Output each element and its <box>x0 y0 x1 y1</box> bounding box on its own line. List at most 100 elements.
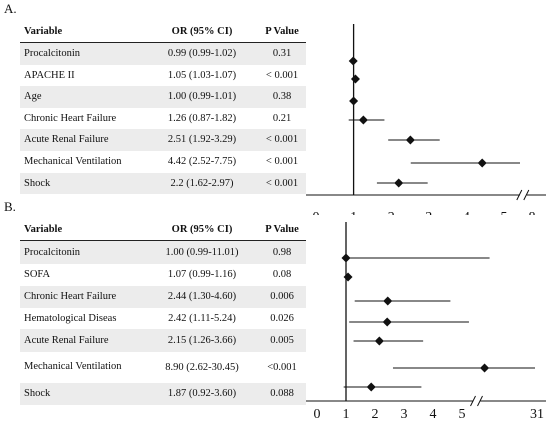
row-or-ci: 2.15 (1.26-3.66) <box>146 328 258 352</box>
table-row: Mechanical Ventilation 4.42 (2.52-7.75) < … <box>20 150 306 173</box>
row-p-value: 0.98 <box>258 240 306 264</box>
axis-break-mark <box>477 395 483 407</box>
row-or-ci: 1.05 (1.03-1.07) <box>146 64 258 86</box>
header-or-ci: OR (95% CI) <box>146 20 258 43</box>
row-variable: Procalcitonin <box>20 240 146 264</box>
panel-a-letter: A. <box>4 1 17 16</box>
table-row: Acute Renal Failure 2.15 (1.26-3.66) 0.005 <box>20 328 306 352</box>
table-header-row: Variable OR (95% CI) P Value <box>20 218 306 241</box>
or-point <box>341 253 351 263</box>
x-tick-label: 4 <box>430 407 437 422</box>
table-row: Procalcitonin 1.00 (0.99-11.01) 0.98 <box>20 240 306 264</box>
row-variable: Hematological Diseas <box>20 307 146 329</box>
row-or-ci: 2.42 (1.11-5.24) <box>146 307 258 329</box>
row-variable: APACHE II <box>20 64 146 86</box>
or-point <box>383 296 393 306</box>
or-point <box>349 96 359 106</box>
row-p-value: <0.001 <box>258 351 306 383</box>
x-tick-label: 3 <box>401 407 408 422</box>
or-point <box>343 272 353 282</box>
table-row: Chronic Heart Failure 1.26 (0.87-1.82) 0.2… <box>20 107 306 129</box>
x-tick-label: 0 <box>313 210 320 215</box>
row-p-value: 0.08 <box>258 263 306 286</box>
x-tick-label: 5 <box>501 210 508 215</box>
axis-break-mark <box>470 395 476 407</box>
row-or-ci: 2.2 (1.62-2.97) <box>146 172 258 194</box>
panel-a-forest-plot: 0 1 2 3 4 5 8 <box>306 24 546 215</box>
row-p-value: 0.38 <box>258 85 306 108</box>
row-p-value: < 0.001 <box>258 64 306 86</box>
table-row: APACHE II 1.05 (1.03-1.07) < 0.001 <box>20 64 306 86</box>
x-tick-label: 8 <box>529 210 536 215</box>
header-p-value: P Value <box>258 20 306 43</box>
row-variable: Age <box>20 85 146 108</box>
row-or-ci: 1.00 (0.99-11.01) <box>146 240 258 264</box>
or-point <box>477 158 487 168</box>
row-p-value: 0.31 <box>258 42 306 65</box>
or-point <box>366 382 376 392</box>
row-p-value: 0.21 <box>258 107 306 129</box>
row-variable: Acute Renal Failure <box>20 328 146 352</box>
table-row: Shock 1.87 (0.92-3.60) 0.088 <box>20 382 306 405</box>
x-tick-label: 4 <box>463 210 470 215</box>
table-row: Mechanical Ventilation 8.90 (2.62-30.45) <… <box>20 351 306 383</box>
row-variable: Mechanical Ventilation <box>20 150 146 173</box>
table-row: Age 1.00 (0.99-1.01) 0.38 <box>20 85 306 108</box>
row-variable: Acute Renal Failure <box>20 128 146 151</box>
axis-break-mark <box>516 189 523 201</box>
or-point <box>480 363 490 373</box>
row-variable: Chronic Heart Failure <box>20 107 146 129</box>
x-tick-label: 1 <box>350 210 357 215</box>
axis-break-mark <box>523 189 530 201</box>
row-variable: Shock <box>20 172 146 194</box>
or-point <box>374 336 384 346</box>
table-row: Procalcitonin 0.99 (0.99-1.02) 0.31 <box>20 42 306 65</box>
x-tick-label: 0 <box>314 407 321 422</box>
x-tick-label: 2 <box>388 210 395 215</box>
table-row: Hematological Diseas 2.42 (1.11-5.24) 0.02… <box>20 307 306 329</box>
x-tick-label: 31 <box>530 407 544 422</box>
row-variable: Procalcitonin <box>20 42 146 65</box>
row-p-value: 0.006 <box>258 285 306 308</box>
row-variable: Mechanical Ventilation <box>20 351 146 383</box>
table-row: Shock 2.2 (1.62-2.97) < 0.001 <box>20 172 306 194</box>
row-or-ci: 1.00 (0.99-1.01) <box>146 85 258 108</box>
header-p-value: P Value <box>258 218 306 241</box>
row-variable: Chronic Heart Failure <box>20 285 146 308</box>
or-point <box>348 56 358 66</box>
header-or-ci: OR (95% CI) <box>146 218 258 241</box>
or-point <box>358 115 368 125</box>
row-p-value: 0.088 <box>258 382 306 405</box>
table-row: SOFA 1.07 (0.99-1.16) 0.08 <box>20 263 306 286</box>
table-row: Acute Renal Failure 2.51 (1.92-3.29) < 0.0… <box>20 128 306 151</box>
header-variable: Variable <box>20 20 146 43</box>
or-point <box>405 135 415 145</box>
row-variable: Shock <box>20 382 146 405</box>
row-or-ci: 0.99 (0.99-1.02) <box>146 42 258 65</box>
x-tick-label: 5 <box>459 407 466 422</box>
row-or-ci: 1.07 (0.99-1.16) <box>146 263 258 286</box>
row-or-ci: 2.51 (1.92-3.29) <box>146 128 258 151</box>
row-p-value: < 0.001 <box>258 150 306 173</box>
row-or-ci: 8.90 (2.62-30.45) <box>146 351 258 383</box>
table-row: Chronic Heart Failure 2.44 (1.30-4.60) 0.0… <box>20 285 306 308</box>
panel-b-table: Variable OR (95% CI) P Value Procalciton… <box>20 218 306 405</box>
panel-b-forest-plot: 0 1 2 3 4 5 31 <box>306 222 546 422</box>
row-or-ci: 2.44 (1.30-4.60) <box>146 285 258 308</box>
or-point <box>394 178 404 188</box>
row-p-value: < 0.001 <box>258 172 306 194</box>
panel-b-letter: B. <box>4 199 16 214</box>
panel-a-table: Variable OR (95% CI) P Value Procalciton… <box>20 20 306 194</box>
row-p-value: 0.026 <box>258 307 306 329</box>
or-point <box>350 74 360 84</box>
row-variable: SOFA <box>20 263 146 286</box>
row-p-value: < 0.001 <box>258 128 306 151</box>
x-tick-label: 1 <box>343 407 350 422</box>
x-tick-label: 2 <box>372 407 379 422</box>
row-or-ci: 1.26 (0.87-1.82) <box>146 107 258 129</box>
table-header-row: Variable OR (95% CI) P Value <box>20 20 306 43</box>
row-or-ci: 1.87 (0.92-3.60) <box>146 382 258 405</box>
or-point <box>382 317 392 327</box>
row-p-value: 0.005 <box>258 328 306 352</box>
x-tick-label: 3 <box>425 210 432 215</box>
